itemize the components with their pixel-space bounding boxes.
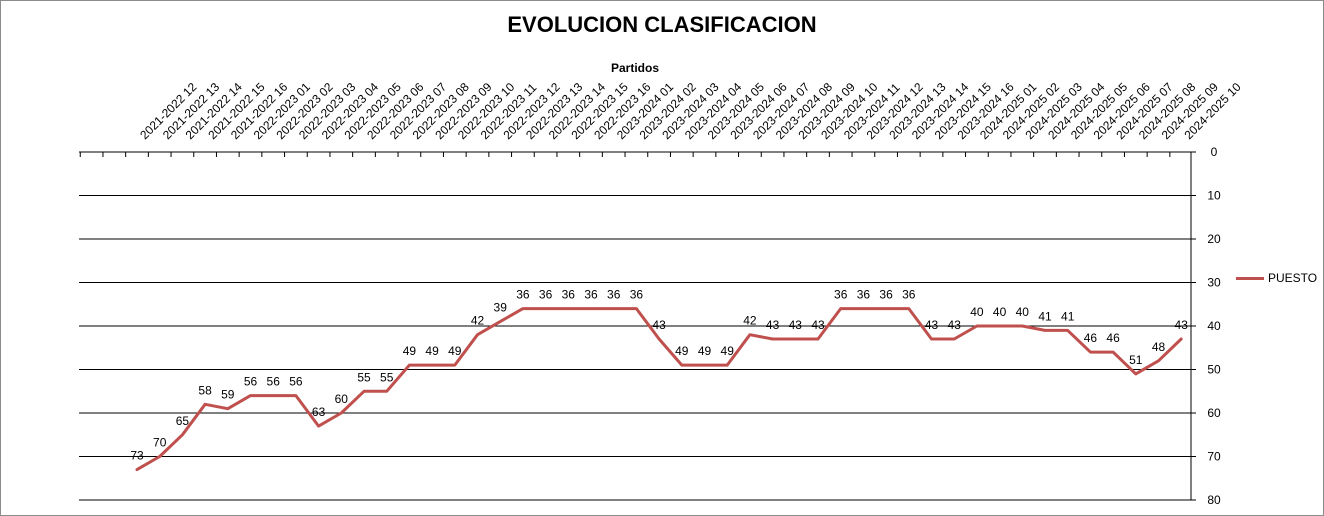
data-label: 36 — [539, 288, 553, 302]
y-tick-label: 60 — [1207, 406, 1221, 420]
legend-swatch — [1236, 276, 1264, 280]
data-label: 36 — [516, 288, 530, 302]
data-label: 43 — [1175, 318, 1189, 332]
data-label: 56 — [289, 375, 303, 389]
y-tick-label: 10 — [1207, 189, 1221, 203]
data-label: 49 — [721, 344, 735, 358]
data-label: 65 — [176, 414, 190, 428]
chart-title: EVOLUCION CLASIFICACION — [507, 12, 817, 37]
data-label: 56 — [244, 375, 258, 389]
data-label: 60 — [335, 392, 349, 406]
data-label: 43 — [925, 318, 939, 332]
data-label: 43 — [948, 318, 962, 332]
data-label: 48 — [1152, 340, 1166, 354]
data-label: 36 — [879, 288, 893, 302]
data-label: 42 — [471, 314, 485, 328]
data-label: 59 — [221, 388, 235, 402]
data-label: 41 — [1038, 309, 1052, 323]
data-label: 36 — [584, 288, 598, 302]
data-label: 36 — [630, 288, 644, 302]
data-label: 36 — [902, 288, 916, 302]
data-label: 46 — [1106, 331, 1120, 345]
y-tick-label: 30 — [1207, 276, 1221, 290]
data-label: 40 — [970, 305, 984, 319]
x-axis-title: Partidos — [610, 61, 659, 75]
data-label: 40 — [1016, 305, 1030, 319]
data-label: 49 — [675, 344, 689, 358]
data-label: 70 — [153, 436, 167, 450]
data-label: 39 — [494, 301, 508, 315]
y-tick-label: 80 — [1207, 493, 1221, 507]
y-tick-label: 20 — [1207, 232, 1221, 246]
data-label: 49 — [698, 344, 712, 358]
data-label: 46 — [1084, 331, 1098, 345]
data-label: 36 — [607, 288, 621, 302]
data-label: 36 — [562, 288, 576, 302]
legend-label: PUESTO — [1268, 271, 1318, 285]
data-label: 40 — [993, 305, 1007, 319]
data-label: 49 — [425, 344, 439, 358]
y-tick-label: 0 — [1211, 145, 1218, 159]
data-label: 55 — [380, 370, 394, 384]
series-line-puesto — [135, 307, 1183, 472]
data-label: 63 — [312, 405, 326, 419]
data-label: 43 — [789, 318, 803, 332]
y-tick-label: 40 — [1207, 319, 1221, 333]
y-tick-label: 50 — [1207, 363, 1221, 377]
data-label: 41 — [1061, 309, 1075, 323]
data-label: 36 — [834, 288, 848, 302]
data-label: 56 — [267, 375, 281, 389]
data-label: 51 — [1129, 353, 1143, 367]
data-label: 43 — [766, 318, 780, 332]
data-label: 55 — [357, 370, 371, 384]
data-label: 42 — [743, 314, 757, 328]
data-label: 43 — [652, 318, 666, 332]
data-label: 43 — [811, 318, 825, 332]
y-tick-label: 70 — [1207, 450, 1221, 464]
legend: PUESTO — [1236, 270, 1317, 286]
data-label: 73 — [130, 449, 144, 463]
data-label: 36 — [857, 288, 871, 302]
data-label: 49 — [403, 344, 417, 358]
data-label: 49 — [448, 344, 462, 358]
data-label: 58 — [198, 383, 212, 397]
